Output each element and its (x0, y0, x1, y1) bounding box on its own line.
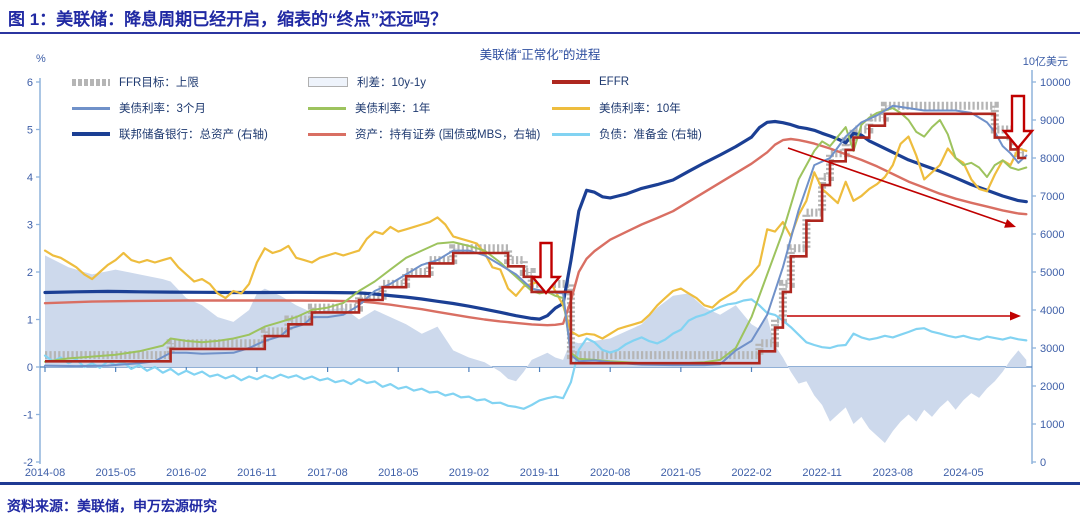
chart-bottom-rule (0, 482, 1080, 485)
x-axis-tick-label: 2022-11 (802, 467, 842, 479)
yield-3m-swatch-icon (72, 106, 110, 110)
trend-arrow-head-icon (1010, 311, 1021, 321)
x-axis-tick-label: 2020-08 (590, 467, 630, 479)
x-axis-tick-label: 2022-02 (731, 467, 771, 479)
legend-item-effr: EFFR (552, 72, 1012, 92)
x-axis-tick-label: 2014-08 (25, 467, 65, 479)
series-line (43, 298, 1028, 410)
left-axis-tick-label: 5 (27, 125, 33, 137)
legend-item-yield-1y: 美债利率：1年 (308, 98, 552, 118)
legend-label: 资产：持有证券 (国债或MBS，右轴) (355, 129, 541, 141)
left-axis-tick-label: -1 (23, 410, 33, 422)
x-axis-tick-label: 2024-05 (943, 467, 983, 479)
legend-label: 美债利率：10年 (599, 103, 681, 115)
chart-title: 美联储“正常化”的进程 (479, 48, 601, 62)
left-axis-tick-label: 2 (27, 267, 33, 279)
left-axis-tick-label: -2 (23, 457, 33, 469)
trend-arrow-head-icon (1004, 219, 1016, 228)
title-underline (0, 32, 1080, 34)
yield-1y-swatch-icon (308, 106, 346, 110)
legend-label: 利差：10y-1y (357, 77, 427, 89)
left-axis-tick-label: 0 (27, 362, 33, 374)
left-axis-tick-label: 1 (27, 315, 33, 327)
legend-item-spread-10y-1y: 利差：10y-1y (308, 72, 552, 92)
left-axis-tick-label: 6 (27, 77, 33, 89)
yield-10y-swatch-icon (552, 106, 590, 110)
source-note: 资料来源：美联储，申万宏源研究 (7, 498, 217, 514)
legend-label: 美债利率：1年 (355, 103, 431, 115)
right-axis-tick-label: 8000 (1040, 153, 1064, 165)
legend-label: 美债利率：3个月 (119, 103, 206, 115)
right-axis-tick-label: 1000 (1040, 419, 1064, 431)
down-block-arrow-icon (1001, 94, 1035, 150)
right-axis-tick-label: 6000 (1040, 229, 1064, 241)
trend-arrow-line (787, 147, 1009, 226)
right-axis-tick-label: 3000 (1040, 343, 1064, 355)
reserves-swatch-icon (552, 132, 590, 136)
figure-title: 图 1：美联储：降息周期已经开启，缩表的“终点”还远吗？ (8, 10, 448, 29)
legend-label: FFR目标：上限 (119, 77, 199, 89)
right-axis-tick-label: 10000 (1040, 77, 1071, 89)
legend-label: 负债：准备金 (右轴) (599, 129, 702, 141)
x-axis-tick-label: 2018-05 (378, 467, 418, 479)
legend-item-yield-3m: 美债利率：3个月 (72, 98, 308, 118)
right-axis-tick-label: 7000 (1040, 191, 1064, 203)
left-axis-tick-label: 4 (27, 172, 33, 184)
x-axis-tick-label: 2016-02 (166, 467, 206, 479)
x-axis-tick-label: 2021-05 (661, 467, 701, 479)
securities-swatch-icon (308, 132, 346, 136)
series-line (43, 137, 1028, 327)
legend-item-fed-total-assets: 联邦储备银行：总资产 (右轴) (72, 124, 308, 144)
left-axis-unit: % (36, 53, 46, 65)
right-axis-tick-label: 4000 (1040, 305, 1064, 317)
x-axis-tick-label: 2016-11 (237, 467, 277, 479)
legend-label: 联邦储备银行：总资产 (右轴) (119, 129, 268, 141)
legend-item-reserves: 负债：准备金 (右轴) (552, 124, 1012, 144)
series-line (43, 119, 1028, 321)
right-axis-tick-label: 9000 (1040, 115, 1064, 127)
right-axis-tick-label: 5000 (1040, 267, 1064, 279)
right-axis-tick-label: 2000 (1040, 381, 1064, 393)
chart-legend: FFR目标：上限 利差：10y-1y EFFR 美债利率：3个月 美债利率：1年… (72, 72, 1012, 144)
legend-item-securities-held: 资产：持有证券 (国债或MBS，右轴) (308, 124, 552, 144)
x-axis-tick-label: 2023-08 (873, 467, 913, 479)
down-block-arrow-icon (529, 241, 563, 295)
legend-label: EFFR (599, 76, 630, 88)
ffr-target-swatch-icon (72, 78, 110, 86)
x-axis-tick-label: 2015-05 (95, 467, 135, 479)
x-axis-tick-label: 2019-02 (449, 467, 489, 479)
series-area-spread-10y-1y (45, 255, 1027, 443)
left-axis-tick-label: 3 (27, 220, 33, 232)
right-axis-tick-label: 0 (1040, 457, 1046, 469)
series-line (43, 135, 1028, 340)
right-axis-unit: 10亿美元 (1022, 56, 1068, 68)
total-assets-swatch-icon (72, 132, 110, 136)
x-axis-tick-label: 2019-11 (520, 467, 560, 479)
legend-item-yield-10y: 美债利率：10年 (552, 98, 1012, 118)
x-axis-tick-label: 2017-08 (307, 467, 347, 479)
series-step (45, 112, 1027, 365)
effr-swatch-icon (552, 80, 590, 84)
spread-swatch-icon (308, 77, 348, 87)
legend-item-ffr-target: FFR目标：上限 (72, 72, 308, 92)
